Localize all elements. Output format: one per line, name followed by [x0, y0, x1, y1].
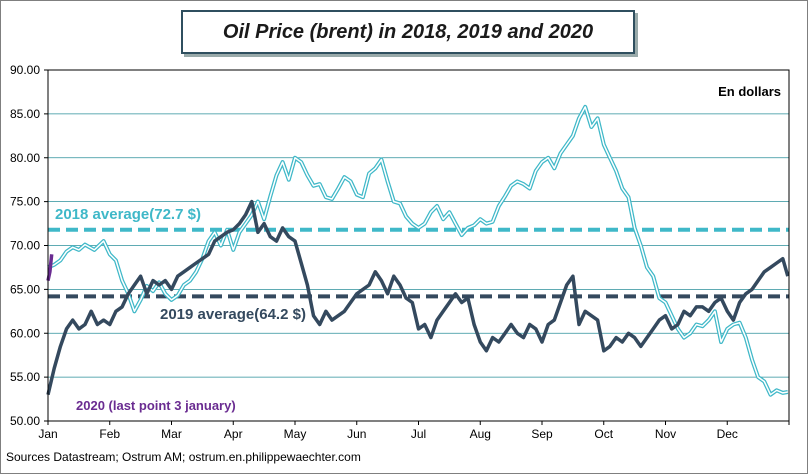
y-tick-label: 90.00 — [10, 63, 40, 77]
y-tick-label: 80.00 — [10, 151, 40, 165]
source-note: Sources Datastream; Ostrum AM; ostrum.en… — [6, 450, 361, 464]
average-2018-label: 2018 average(72.7 $) — [55, 206, 201, 223]
series-2020-line — [46, 254, 54, 281]
chart-title-box: Oil Price (brent) in 2018, 2019 and 2020 — [181, 10, 635, 54]
x-tick-label: Jul — [411, 427, 426, 441]
x-tick-label: Sep — [531, 427, 553, 441]
y-tick-label: 70.00 — [10, 239, 40, 253]
x-tick-label: Oct — [594, 427, 613, 441]
y-tick-label: 50.00 — [10, 414, 40, 428]
unit-label: En dollars — [718, 84, 781, 99]
x-tick-label: Feb — [99, 427, 120, 441]
series-2019-line — [46, 199, 790, 396]
y-tick-label: 75.00 — [10, 195, 40, 209]
x-tick-label: May — [284, 427, 307, 441]
gridlines — [48, 113, 789, 378]
y-tick-label: 65.00 — [10, 282, 40, 296]
x-tick-label: Jun — [347, 427, 366, 441]
y-axis: 50.00 55.00 60.00 65.00 70.00 75.00 80.00 85.00… — [10, 63, 48, 428]
annotations: En dollars 2018 average(72.7 $) 2019 avera… — [55, 84, 781, 413]
average-2019-label: 2019 average(64.2 $) — [160, 306, 306, 323]
x-tick-label: Apr — [224, 427, 243, 441]
plot-area — [47, 69, 790, 422]
series-lines — [46, 104, 790, 397]
x-tick-label: Nov — [655, 427, 676, 441]
series-2018-line-outer — [47, 104, 789, 397]
y-tick-label: 85.00 — [10, 107, 40, 121]
x-axis: Jan Feb Mar Apr May Jun Jul Aug Sep Oct Nov Dec — [38, 421, 790, 441]
last-2020-label: 2020 (last point 3 january) — [76, 398, 236, 413]
x-tick-label: Jan — [38, 427, 57, 441]
x-tick-label: Mar — [161, 427, 182, 441]
chart-title: Oil Price (brent) in 2018, 2019 and 2020 — [222, 20, 594, 43]
series-2018-line-inner — [47, 106, 788, 396]
y-tick-label: 60.00 — [10, 326, 40, 340]
x-tick-label: Dec — [717, 427, 738, 441]
x-tick-label: Aug — [470, 427, 491, 441]
y-tick-label: 55.00 — [10, 370, 40, 384]
